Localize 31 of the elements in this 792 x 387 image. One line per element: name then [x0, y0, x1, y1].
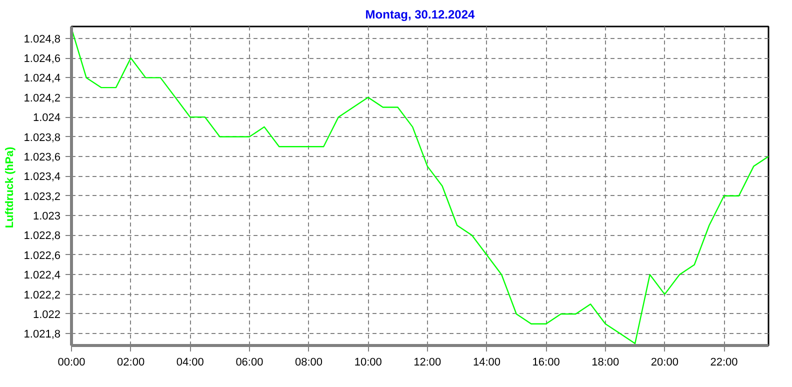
y-tick-label: 1.022,2	[24, 289, 60, 302]
x-tick-label: 02:00	[117, 356, 145, 368]
x-tick-label: 06:00	[236, 356, 264, 368]
y-tick-label: 1.024,2	[24, 92, 60, 104]
y-tick-label: 1.023,4	[24, 171, 60, 184]
chart-title: Montag, 30.12.2024	[365, 8, 476, 22]
y-tick-label: 1.022	[32, 308, 61, 321]
x-tick-label: 20:00	[650, 356, 678, 368]
x-tick-label: 08:00	[295, 356, 323, 368]
y-tick-label: 1.022,4	[24, 270, 60, 282]
x-tick-label: 16:00	[532, 356, 560, 368]
line-series	[72, 28, 768, 344]
y-tick-label: 1.022,8	[24, 230, 60, 242]
y-tick-label: 1.024,4	[24, 72, 60, 85]
x-tick-label: 10:00	[354, 356, 382, 368]
x-tick-label: 18:00	[592, 356, 620, 368]
y-tick-label: 1.023,8	[24, 132, 60, 144]
y-tick-label: 1.022,6	[24, 250, 60, 262]
x-tick-label: 22:00	[710, 356, 738, 368]
y-axis-title: Luftdruck (hPa)	[4, 146, 16, 228]
y-tick-label: 1.021,8	[24, 328, 60, 341]
y-tick-label: 1.024,8	[24, 33, 60, 46]
x-tick-label: 04:00	[176, 356, 204, 368]
x-tick-label: 14:00	[472, 356, 500, 368]
x-tick-label: 12:00	[414, 356, 442, 368]
y-tick-label: 1.023	[32, 210, 61, 223]
y-tick-label: 1.023,6	[24, 151, 60, 164]
y-tick-label: 1.024	[32, 112, 61, 124]
y-tick-label: 1.024,6	[24, 53, 60, 66]
x-tick-label: 00:00	[58, 356, 86, 368]
y-tick-label: 1.023,2	[24, 190, 60, 203]
